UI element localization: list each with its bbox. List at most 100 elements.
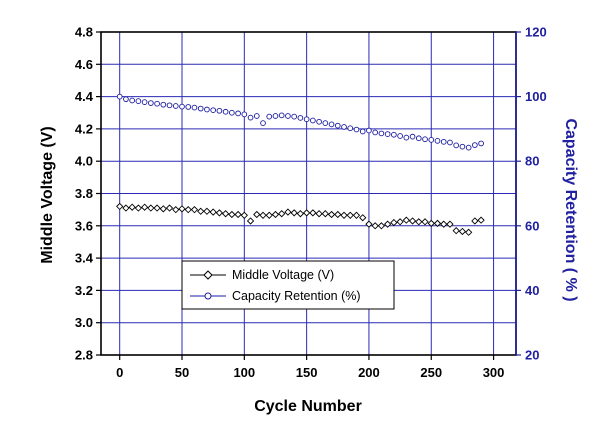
voltage-point [253,210,261,219]
capacity-point [235,110,241,117]
capacity-point [135,98,142,104]
voltage-point [377,222,386,230]
capacity-point [172,103,179,109]
capacity-point [434,138,441,144]
voltage-point [122,204,130,212]
capacity-point [253,113,260,119]
voltage-point [396,218,404,226]
voltage-point [477,216,485,224]
capacity-point [334,122,341,129]
capacity-point [322,120,329,126]
capacity-point [341,124,347,130]
capacity-point [241,111,248,118]
y-left-tick-label: 3.2 [75,283,93,298]
capacity-point [185,104,192,110]
y-right-tick-label: 60 [525,218,539,233]
capacity-point [197,105,204,112]
voltage-point [415,218,423,226]
capacity-point [328,121,335,128]
capacity-point [409,133,416,140]
voltage-point [327,210,336,219]
voltage-point [390,218,398,227]
voltage-point [153,204,161,212]
capacity-point [260,120,266,126]
voltage-point [340,211,348,219]
capacity-point [247,114,254,121]
voltage-point [352,211,361,219]
capacity-point [179,103,185,110]
voltage-point [302,209,311,217]
y-left-tick-label: 3.6 [75,218,93,233]
legend-box [181,260,395,310]
capacity-point [266,113,273,120]
capacity-point [347,125,354,132]
capacity-point [229,109,235,116]
x-axis-title: Cycle Number [254,398,362,415]
voltage-point [452,227,460,235]
capacity-point [116,93,123,100]
voltage-point [427,219,435,228]
x-tick-label: 150 [296,365,318,380]
capacity-point [472,142,478,148]
voltage-point [184,206,192,214]
y-left-tick-label: 3.8 [75,186,93,201]
x-tick-label: 300 [483,365,505,380]
capacity-point [453,142,460,149]
y-right-tick-label: 40 [525,283,539,298]
voltage-point [346,211,354,219]
capacity-point [478,140,484,147]
voltage-point [209,208,217,216]
capacity-point [129,97,136,104]
y-axis-left-title: Middle Voltage (V) [39,126,56,263]
voltage-point [471,217,479,225]
voltage-point [159,205,167,213]
capacity-point [415,135,422,142]
capacity-point [285,113,291,119]
capacity-point [291,113,298,120]
voltage-point [140,203,149,211]
capacity-point [310,117,316,124]
voltage-point [309,209,317,217]
series-voltage [116,202,485,236]
capacity-point [316,118,322,125]
y-left-tick-label: 4.2 [75,121,93,136]
voltage-point [116,202,124,211]
capacity-point [210,107,217,114]
voltage-point [221,210,230,218]
legend-label-voltage: Middle Voltage (V) [232,268,334,282]
y-left-tick-label: 4.0 [75,154,93,169]
capacity-point [366,127,372,134]
voltage-point [402,216,410,224]
voltage-point [147,204,155,212]
voltage-point [265,211,273,219]
capacity-point [191,104,198,111]
x-tick-label: 0 [116,365,123,380]
capacity-point [422,136,428,143]
legend-entry-capacity: Capacity Retention (%) [190,289,361,303]
y-left-tick-label: 2.8 [75,348,93,363]
voltage-point [203,207,211,215]
capacity-point [166,102,173,109]
voltage-point [290,209,298,217]
y-right-tick-label: 100 [525,89,547,104]
capacity-point [123,96,129,103]
capacity-point [147,100,154,106]
ticks: 0 50 100 150 200 250 300 2.8 3.0 3.2 3.4 3.6 3.8 4.0 4… [75,25,547,381]
voltage-point [165,204,174,212]
voltage-point [334,210,342,219]
x-tick-label: 250 [420,365,442,380]
y-right-tick-label: 20 [525,348,539,363]
capacity-point [353,126,360,133]
series-capacity [116,93,484,151]
voltage-point [321,210,329,218]
capacity-point [403,134,410,141]
voltage-point [134,204,143,212]
capacity-point [384,131,391,137]
capacity-point [272,113,279,119]
voltage-point [446,220,454,228]
voltage-point [465,228,473,236]
capacity-point [303,116,310,123]
voltage-point [365,220,373,228]
voltage-point [440,220,448,228]
legend: Middle Voltage (V) Capacity Retention (%… [181,260,395,310]
